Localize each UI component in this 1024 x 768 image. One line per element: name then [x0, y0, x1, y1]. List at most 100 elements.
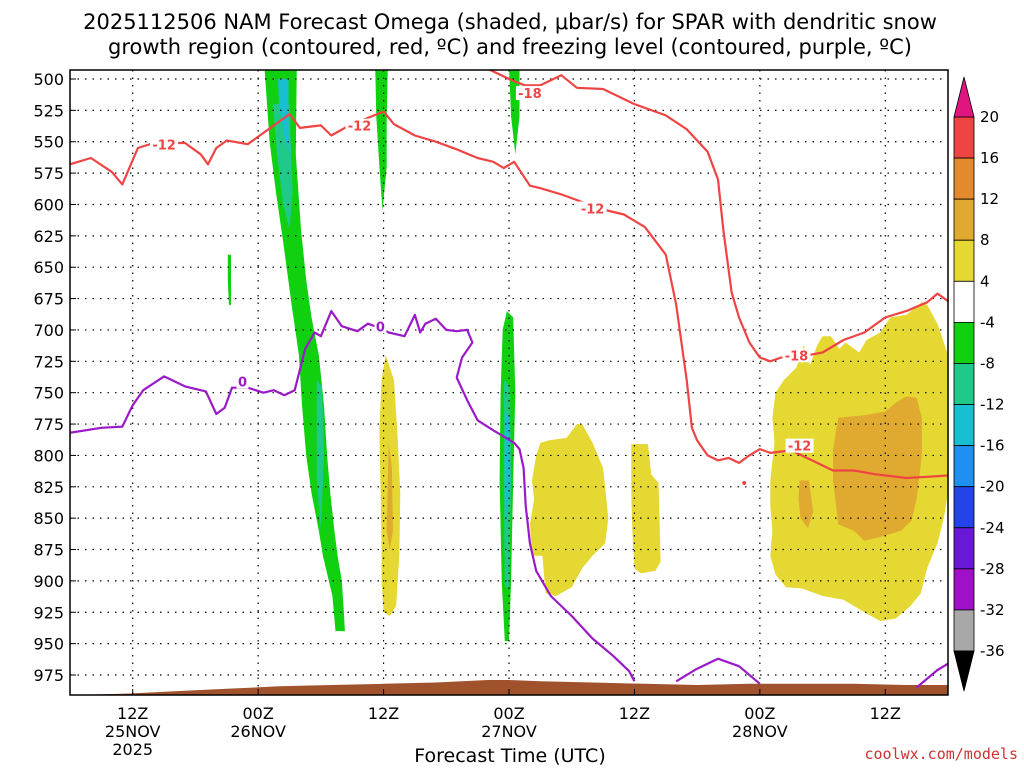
contours [70, 70, 948, 689]
colorbar-label: -16 [980, 437, 1005, 455]
contour-label: -12 [348, 120, 372, 135]
y-tick-label: 925 [33, 603, 64, 622]
contour-label: -12 [788, 440, 812, 455]
colorbar-label: 8 [980, 231, 990, 249]
colorbar-bottom-arrow [953, 650, 975, 692]
contour-line [70, 110, 948, 480]
colorbar-band [953, 363, 975, 405]
omega-region [798, 480, 814, 529]
colorbar: 20 16 12 8 4 -4 -8 -12 -16 -20 -24 -28 -32 -36 [953, 76, 1005, 692]
omega-region [386, 442, 393, 550]
colorbar-label: 4 [980, 272, 990, 290]
omega-region [375, 70, 388, 211]
omega-region [316, 380, 324, 531]
contour-line [915, 662, 948, 689]
colorbar-band [953, 609, 975, 652]
y-tick-label: 750 [33, 384, 64, 403]
y-tick-label: 950 [33, 635, 64, 654]
contour-line [70, 310, 636, 682]
y-tick-label: 500 [33, 70, 64, 89]
colorbar-band [953, 321, 975, 364]
y-tick-label: 850 [33, 509, 64, 528]
x-tick-label: 12Z [117, 704, 148, 723]
y-axis: 500 525 550 575 600 625 650 675 700 725 750 775 800 8… [33, 70, 76, 685]
x-tick-label: 28NOV [732, 722, 788, 741]
colorbar-label: -36 [980, 642, 1005, 660]
contour-label-bg [236, 374, 249, 389]
x-tick-label: 26NOV [230, 722, 286, 741]
x-tick-label: 00Z [744, 704, 775, 723]
contour-label: -18 [785, 349, 809, 364]
y-tick-label: 600 [33, 195, 64, 214]
x-tick-label: 27NOV [481, 722, 537, 741]
chart-title-line2: growth region (contoured, red, ºC) and f… [108, 35, 912, 59]
colorbar-label: 16 [980, 149, 999, 167]
omega-region [631, 444, 661, 574]
colorbar-band [953, 404, 975, 447]
y-tick-label: 975 [33, 666, 64, 685]
colorbar-band [953, 568, 975, 611]
y-tick-label: 550 [33, 133, 64, 152]
contour-labels: -12 -12 -18 -12 -18 -12 0 0 [150, 86, 814, 455]
contour-label: -12 [152, 139, 176, 154]
y-tick-label: 675 [33, 290, 64, 309]
y-tick-label: 575 [33, 164, 64, 183]
x-tick-label: 12Z [870, 704, 901, 723]
y-tick-label: 700 [33, 321, 64, 340]
colorbar-label: -24 [980, 519, 1005, 537]
y-tick-label: 825 [33, 478, 64, 497]
omega-region [278, 79, 289, 155]
omega-region [529, 424, 609, 596]
colorbar-label: 20 [980, 108, 999, 126]
x-axis-title: Forecast Time (UTC) [414, 745, 605, 767]
contour-label-bg [785, 438, 814, 453]
y-tick-label: 800 [33, 446, 64, 465]
terrain-fill [70, 680, 948, 695]
colorbar-label: -12 [980, 396, 1005, 414]
colorbar-label: -8 [980, 354, 995, 372]
contour-dot [742, 481, 747, 486]
terrain [70, 680, 948, 695]
colorbar-label: -20 [980, 478, 1005, 496]
y-tick-label: 525 [33, 101, 64, 120]
contour-label-bg [515, 86, 544, 101]
colorbar-band [953, 157, 975, 200]
colorbar-label: -4 [980, 313, 995, 331]
colorbar-label: 12 [980, 190, 999, 208]
contour-label: -18 [518, 87, 542, 102]
colorbar-band [953, 116, 975, 159]
colorbar-band [953, 527, 975, 570]
omega-region [833, 396, 922, 541]
colorbar-band [953, 280, 975, 323]
contour-label-bg [782, 348, 811, 363]
contour-label: -12 [581, 202, 605, 217]
x-tick-label: 12Z [619, 704, 650, 723]
omega-shading [227, 70, 948, 642]
y-tick-label: 725 [33, 352, 64, 371]
contour-line [675, 657, 761, 685]
contour-label: 0 [238, 376, 247, 391]
contour-label: 0 [376, 320, 385, 335]
credit-text: coolwx.com/models [864, 745, 1018, 763]
colorbar-band [953, 198, 975, 241]
colorbar-band [953, 486, 975, 529]
x-tick-label: 25NOV [105, 722, 161, 741]
chart-title-line1: 2025112506 NAM Forecast Omega (shaded, μ… [83, 10, 937, 34]
y-tick-label: 900 [33, 572, 64, 591]
colorbar-band [953, 239, 975, 282]
y-tick-label: 875 [33, 541, 64, 560]
contour-label-bg [345, 118, 374, 133]
x-tick-label: 2025 [112, 740, 153, 759]
contour-label-bg [578, 201, 607, 216]
y-tick-label: 775 [33, 415, 64, 434]
x-tick-label: 12Z [368, 704, 399, 723]
y-tick-label: 625 [33, 227, 64, 246]
colorbar-label: -32 [980, 601, 1005, 619]
colorbar-top-arrow [953, 76, 975, 118]
contour-label-bg [150, 137, 179, 152]
x-tick-label: 00Z [242, 704, 273, 723]
y-tick-label: 650 [33, 258, 64, 277]
contour-line [487, 70, 948, 363]
